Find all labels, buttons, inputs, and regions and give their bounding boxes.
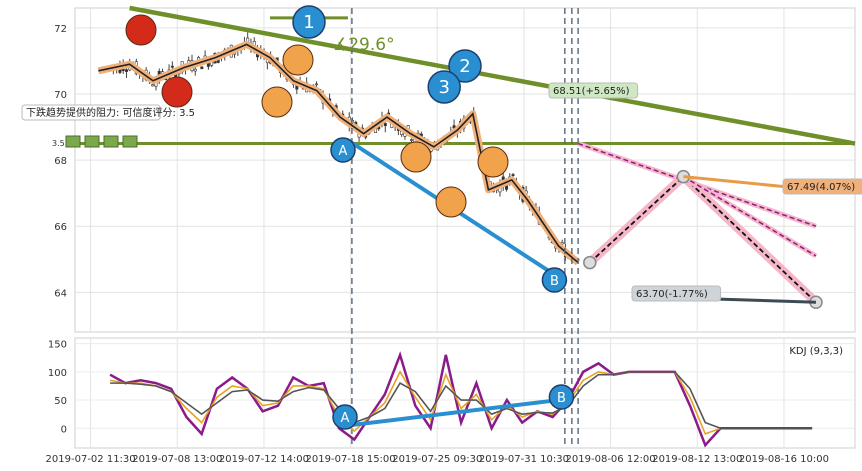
star-icon	[84, 135, 100, 148]
candle-body	[452, 125, 456, 129]
note-icon	[161, 76, 193, 108]
candle-body	[193, 68, 197, 72]
y-tick-label: 68	[54, 156, 67, 167]
target-mid-label-text: 67.49(4.07%)	[787, 182, 855, 193]
resistance-label: 下跌趋势提供的阻力: 可信度评分: 3.5	[21, 104, 195, 121]
star-icon	[103, 135, 119, 148]
target-up-label: 68.51(+5.65%)	[548, 82, 639, 99]
note-icon	[400, 141, 432, 173]
kdj-marker-b-label: B	[557, 391, 566, 406]
resistance-label-bg	[21, 104, 161, 121]
candle-body	[560, 242, 564, 245]
kdj-tick-label: 100	[48, 368, 67, 379]
note-icon	[125, 14, 157, 46]
kdj-marker-a-label: A	[341, 411, 350, 426]
target-mid-label: 67.49(4.07%)	[782, 178, 862, 195]
x-tick-label: 2019-08-12 13:00	[652, 454, 742, 465]
kdj-panel	[74, 337, 856, 449]
wave-marker-3	[427, 70, 461, 104]
x-tick-label: 2019-07-02 11:30	[46, 454, 136, 465]
target-low-label: 63.70(-1.77%)	[631, 285, 722, 302]
resistance-label-text: 下跌趋势提供的阻力: 可信度评分: 3.5	[26, 106, 195, 119]
target-up-label-bg	[548, 82, 639, 99]
y-tick-label: 72	[54, 24, 67, 35]
candle-body	[314, 83, 318, 86]
x-tick-label: 2019-07-08 13:00	[132, 454, 222, 465]
stars-score: 3.5	[52, 139, 65, 148]
candle-body	[409, 139, 413, 141]
note-icon	[477, 146, 509, 178]
wave-marker-2	[448, 49, 482, 83]
x-tick-label: 2019-07-31 10:30	[479, 454, 569, 465]
wave-line	[98, 43, 579, 264]
note-icon	[435, 186, 467, 218]
candle-body	[170, 65, 174, 68]
wave-marker-1-label: 1	[303, 12, 314, 33]
wave-marker-b	[541, 267, 568, 293]
projection-line	[589, 175, 817, 303]
kdj-title: KDJ (9,3,3)	[789, 346, 843, 357]
kdj-marker-a	[332, 404, 358, 430]
kdj-tick-label: 50	[54, 396, 67, 407]
x-tick-label: 2019-08-16 10:00	[739, 454, 829, 465]
x-tick-label: 2019-07-12 14:00	[219, 454, 309, 465]
target-up-label-text: 68.51(+5.65%)	[553, 86, 630, 97]
note-icon	[261, 86, 293, 118]
candle-body	[383, 122, 387, 127]
x-tick-label: 2019-07-18 15:00	[306, 454, 396, 465]
wave-marker-b-label: B	[550, 274, 559, 289]
candle-body	[124, 69, 128, 72]
x-tick-label: 2019-08-06 12:00	[566, 454, 656, 465]
wave-marker-3-label: 3	[438, 77, 449, 98]
target-mid-arrow	[683, 175, 784, 189]
angle-label: ∡29.6°	[333, 35, 395, 55]
x-tick-label: 2019-07-25 09:30	[392, 454, 482, 465]
target-low-arrow	[714, 297, 817, 304]
candle-body	[200, 66, 204, 70]
target-low-label-text: 63.70(-1.77%)	[636, 289, 708, 300]
target-low-label-bg	[631, 285, 722, 302]
candle-body	[151, 84, 155, 87]
kdj-series-line	[109, 370, 813, 435]
kdj-tick-label: 0	[61, 424, 67, 435]
wave-marker-1	[292, 5, 326, 39]
mid-projection-line	[683, 175, 817, 257]
y-tick-label: 70	[54, 90, 67, 101]
kdj-series-line	[110, 371, 813, 430]
kdj-series-line	[109, 351, 813, 448]
kdj-tick-label: 150	[48, 340, 67, 351]
note-icon	[282, 44, 314, 76]
star-icon	[65, 135, 81, 148]
resistance-trend-line	[129, 5, 856, 146]
wave-marker-a-label: A	[339, 144, 348, 159]
y-tick-label: 66	[54, 222, 67, 233]
star-icon	[122, 135, 138, 148]
kdj-ab-line	[347, 398, 559, 428]
candle-body	[511, 174, 515, 176]
y-tick-label: 64	[54, 288, 67, 299]
wave-marker-a	[330, 137, 356, 163]
target-mid-label-bg	[782, 178, 862, 195]
kdj-marker-b	[548, 384, 575, 410]
upper-projection-line	[577, 142, 817, 227]
projection-node	[583, 255, 597, 270]
wave-marker-2-label: 2	[459, 56, 470, 77]
